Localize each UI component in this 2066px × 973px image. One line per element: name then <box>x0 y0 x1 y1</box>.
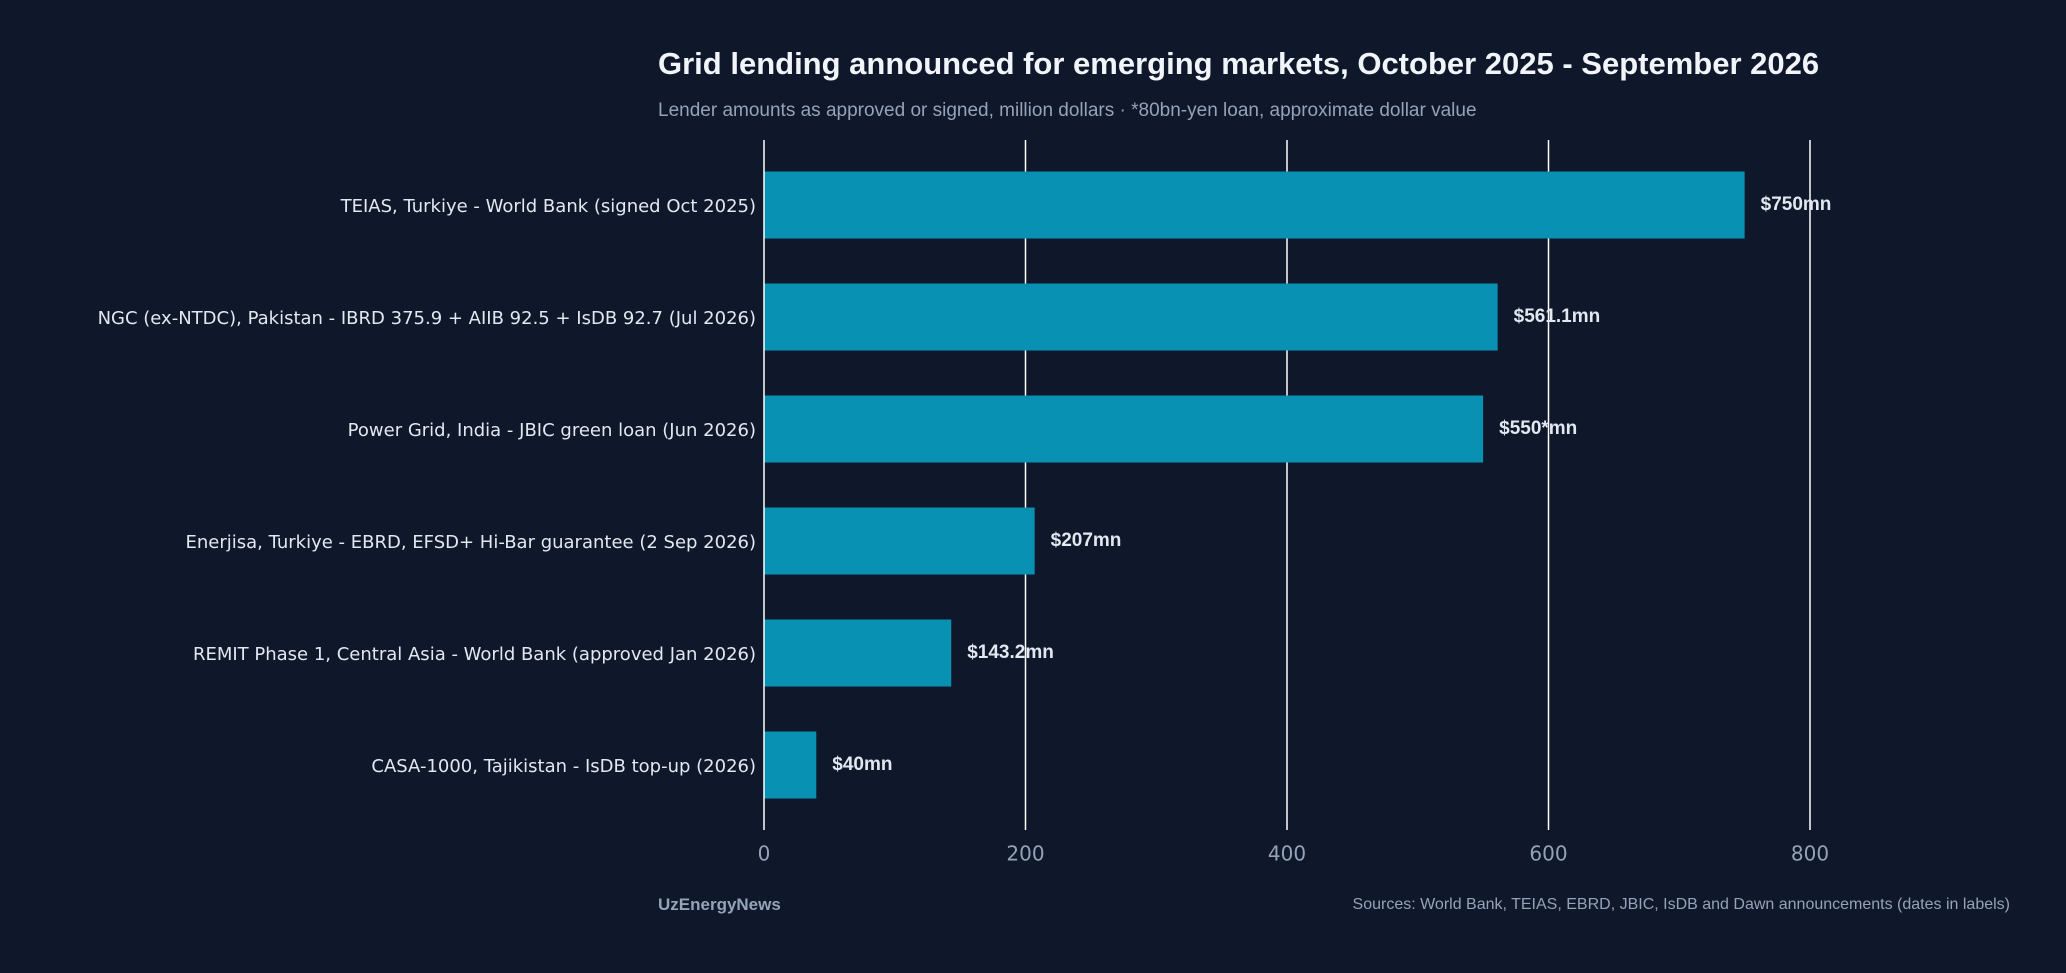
x-tick-label: 0 <box>758 842 771 866</box>
sources-note: Sources: World Bank, TEIAS, EBRD, JBIC, … <box>1352 896 2010 913</box>
x-tick-label: 400 <box>1268 842 1306 866</box>
bar <box>764 507 1035 575</box>
category-label: Power Grid, India - JBIC green loan (Jun… <box>348 420 756 441</box>
category-label: NGC (ex-NTDC), Pakistan - IBRD 375.9 + A… <box>98 308 756 329</box>
data-label: $561.1mn <box>1514 306 1601 327</box>
category-label: TEIAS, Turkiye - World Bank (signed Oct … <box>340 196 756 217</box>
bar <box>764 395 1484 463</box>
bar <box>764 619 952 687</box>
data-label: $750mn <box>1761 194 1832 215</box>
chart-subtitle: Lender amounts as approved or signed, mi… <box>658 100 1477 121</box>
bar <box>764 283 1498 351</box>
data-label: $40mn <box>832 754 892 775</box>
brand-label: UzEnergyNews <box>658 895 781 914</box>
x-tick-label: 800 <box>1791 842 1829 866</box>
x-tick-label: 600 <box>1529 842 1567 866</box>
category-label: REMIT Phase 1, Central Asia - World Bank… <box>193 644 756 665</box>
data-label: $207mn <box>1051 530 1122 551</box>
bar <box>764 731 817 799</box>
category-label: Enerjisa, Turkiye - EBRD, EFSD+ Hi-Bar g… <box>186 532 757 553</box>
data-label: $143.2mn <box>967 642 1054 663</box>
x-tick-label: 200 <box>1006 842 1044 866</box>
bar <box>764 171 1745 239</box>
data-label: $550*mn <box>1499 418 1577 439</box>
category-label: CASA-1000, Tajikistan - IsDB top-up (202… <box>371 756 756 777</box>
chart-title: Grid lending announced for emerging mark… <box>658 46 1820 81</box>
